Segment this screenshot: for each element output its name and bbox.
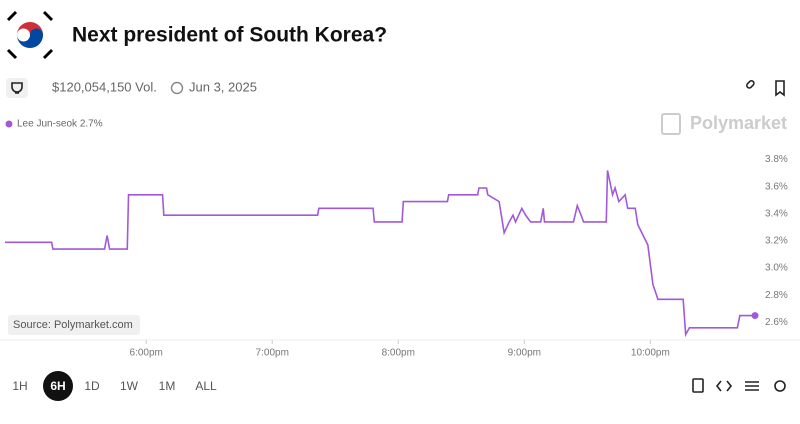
- x-tick-label: 8:00pm: [382, 348, 415, 359]
- y-tick-label: 2.6%: [765, 317, 788, 328]
- y-tick-label: 3.0%: [765, 263, 788, 274]
- x-tick-label: 10:00pm: [631, 348, 670, 359]
- source-box: [8, 315, 140, 335]
- legend-dot: [5, 120, 13, 128]
- y-tick-label: 3.6%: [765, 181, 788, 192]
- title: Next president of South Korea?: [72, 24, 387, 47]
- y-tick-label: 3.4%: [765, 208, 788, 219]
- range-selected: [43, 371, 73, 401]
- link-icon[interactable]: [745, 79, 755, 89]
- legend: Lee Jun-seok 2.7%: [17, 119, 103, 130]
- range-button[interactable]: 1H: [12, 379, 27, 393]
- x-tick-label: 7:00pm: [256, 348, 289, 359]
- trophy-icon: [6, 78, 28, 98]
- y-tick-label: 3.8%: [765, 154, 788, 165]
- doc-icon[interactable]: [692, 378, 704, 393]
- volume: $120,054,150 Vol.: [52, 79, 157, 94]
- y-tick-label: 3.2%: [765, 236, 788, 247]
- brand-logo: [661, 113, 681, 135]
- range-button[interactable]: 1D: [84, 379, 100, 393]
- bookmark-icon[interactable]: [775, 80, 785, 97]
- range-button[interactable]: 6H: [50, 379, 65, 393]
- flag: [6, 10, 54, 60]
- embed-icon[interactable]: [715, 380, 733, 392]
- date: Jun 3, 2025: [189, 79, 257, 94]
- filter-icon[interactable]: [745, 381, 759, 391]
- range-button[interactable]: 1M: [159, 379, 176, 393]
- range-button[interactable]: ALL: [195, 379, 217, 393]
- range-button[interactable]: 1W: [120, 379, 139, 393]
- line: [5, 170, 755, 338]
- brand: Polymarket: [690, 113, 787, 133]
- x-tick-label: 6:00pm: [129, 348, 162, 359]
- settings-icon[interactable]: [774, 380, 786, 392]
- x-tick-label: 9:00pm: [508, 348, 541, 359]
- source: Source: Polymarket.com: [13, 319, 133, 331]
- end-dot: [751, 312, 759, 320]
- clock-icon: [170, 81, 184, 95]
- tool-icons: [692, 378, 786, 393]
- y-tick-label: 2.8%: [765, 290, 788, 301]
